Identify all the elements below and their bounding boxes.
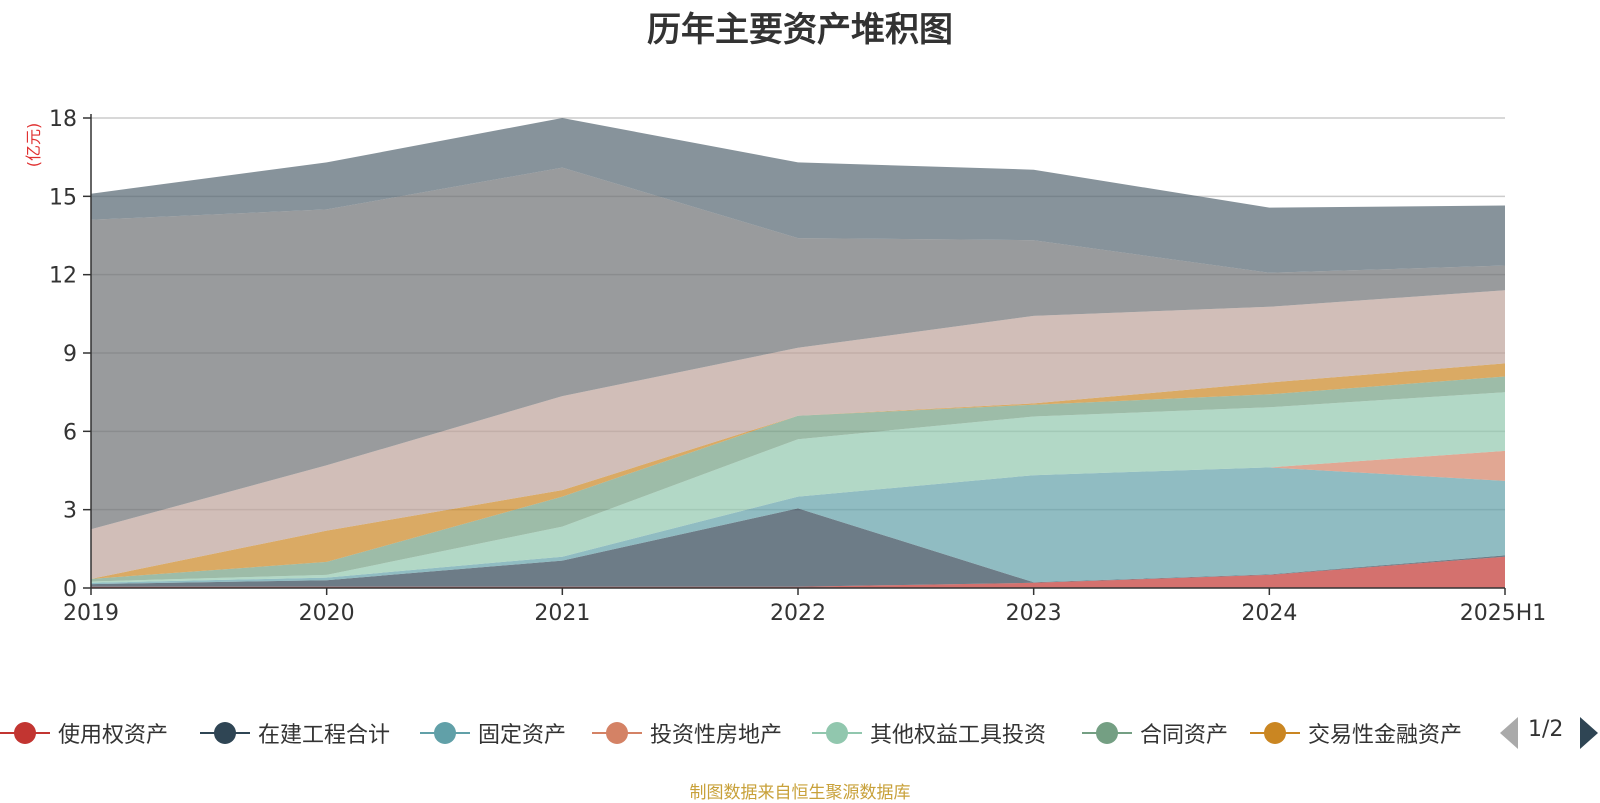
x-tick-label: 2020 (299, 601, 355, 626)
y-tick-label: 3 (63, 499, 77, 524)
legend-item[interactable]: 固定资产 (420, 716, 566, 750)
chart-title: 历年主要资产堆积图 (647, 10, 953, 50)
y-tick-label: 15 (49, 185, 77, 210)
source-note: 制图数据来自恒生聚源数据库 (689, 783, 911, 803)
legend-item[interactable]: 其他权益工具投资 (812, 716, 1046, 750)
y-tick-label: 18 (49, 107, 77, 132)
legend-marker-icon (1082, 716, 1132, 750)
y-tick-label: 12 (49, 264, 77, 289)
y-tick-label: 9 (63, 342, 77, 367)
legend-item[interactable]: 交易性金融资产 (1250, 716, 1462, 750)
legend-page-indicator: 1/2 (1528, 717, 1564, 742)
x-tick-label: 2025H1 (1460, 601, 1547, 626)
area-series-9 (91, 167, 1505, 530)
legend-item[interactable]: 合同资产 (1082, 716, 1228, 750)
area-series-10 (91, 118, 1505, 273)
legend-label: 使用权资产 (58, 723, 169, 748)
y-tick-label: 0 (63, 577, 77, 602)
legend-marker-icon (0, 716, 50, 750)
area-series-4 (91, 450, 1505, 583)
legend-marker-icon (592, 716, 642, 750)
legend-label: 固定资产 (478, 723, 567, 748)
legend-label: 投资性房地产 (650, 723, 783, 748)
x-tick-label: 2019 (63, 601, 119, 626)
y-tick-label: 6 (63, 420, 77, 445)
legend-marker-icon (812, 716, 862, 750)
area-series-1 (91, 556, 1505, 588)
x-tick-label: 2021 (534, 601, 590, 626)
legend-next-page-icon[interactable] (1580, 717, 1598, 749)
legend-item[interactable]: 投资性房地产 (592, 716, 782, 750)
area-series-2 (91, 508, 1505, 587)
legend-label: 交易性金融资产 (1308, 723, 1463, 748)
legend-prev-page-icon[interactable] (1500, 717, 1518, 749)
legend-item[interactable]: 在建工程合计 (200, 716, 390, 750)
legend-label: 在建工程合计 (258, 723, 391, 748)
x-tick-label: 2023 (1006, 601, 1062, 626)
legend-marker-icon (200, 716, 250, 750)
legend-label: 合同资产 (1140, 723, 1229, 748)
x-tick-label: 2022 (770, 601, 826, 626)
legend-marker-icon (420, 716, 470, 750)
area-series-3 (91, 467, 1505, 585)
legend-label: 其他权益工具投资 (870, 723, 1047, 748)
legend-marker-icon (1250, 716, 1300, 750)
legend: 使用权资产 在建工程合计 固定资产 投资性房地产 其他权益工具投资 合同资产 交易性金融资产 (0, 716, 1600, 750)
legend-item[interactable]: 使用权资产 (0, 716, 168, 750)
x-tick-label: 2024 (1241, 601, 1297, 626)
area-series-8 (91, 290, 1505, 579)
area-series-6 (91, 376, 1505, 582)
area-series-7 (91, 363, 1505, 579)
area-series-5 (91, 392, 1505, 583)
